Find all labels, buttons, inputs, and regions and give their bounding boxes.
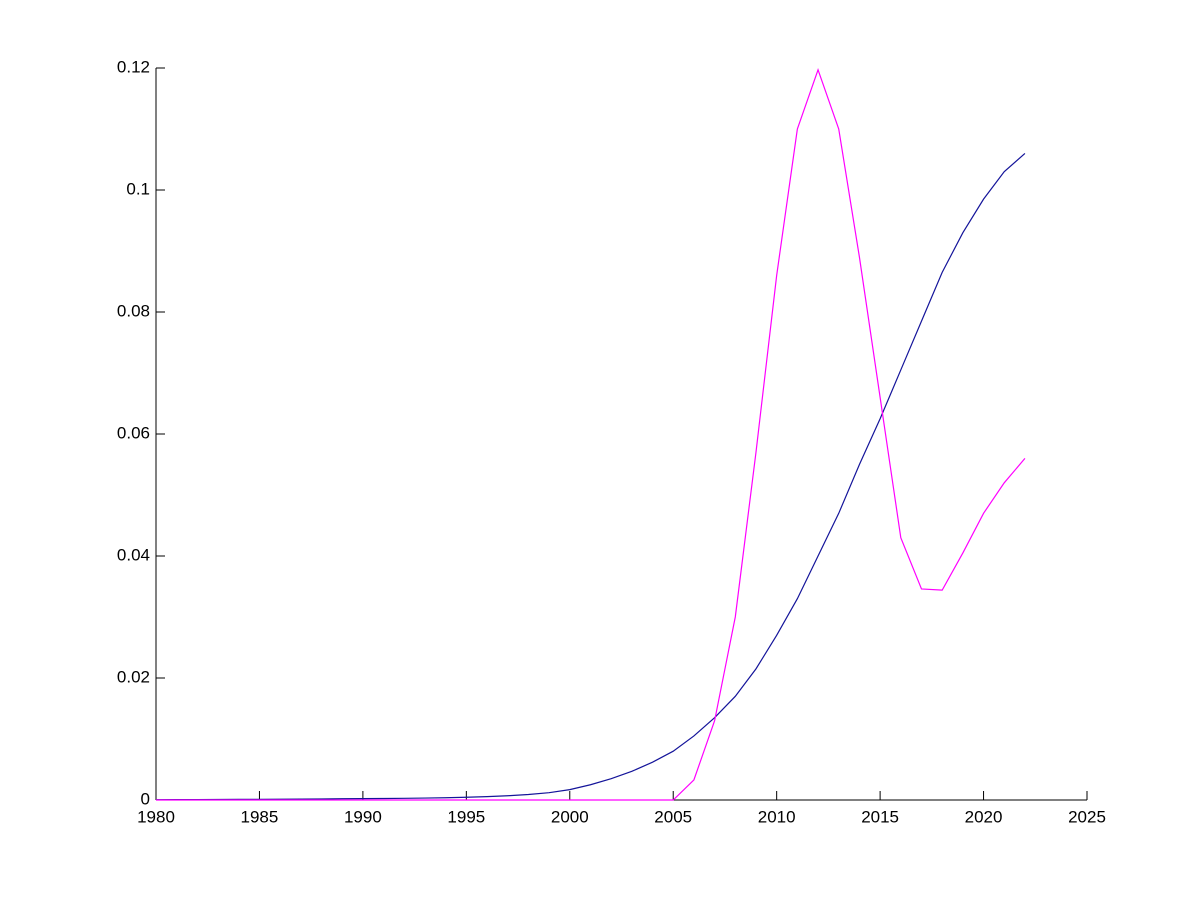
x-tick-label: 2025 (1068, 807, 1106, 826)
y-tick-label: 0.08 (117, 301, 150, 320)
x-tick-label: 1990 (344, 807, 382, 826)
x-tick-label: 1980 (137, 807, 175, 826)
data-line (155, 152, 1026, 801)
x-tick-label: 2000 (551, 807, 589, 826)
y-tick-label: 0.04 (117, 545, 150, 564)
y-tick-label: 0.02 (117, 667, 150, 686)
x-tick-label: 2010 (758, 807, 796, 826)
x-tick-label: 1995 (447, 807, 485, 826)
y-tick-label: 0.12 (117, 57, 150, 76)
y-tick-label: 0 (141, 789, 150, 808)
y-tick-label: 0.1 (126, 179, 150, 198)
data-line (156, 68, 1026, 801)
x-tick-label: 2005 (654, 807, 692, 826)
x-tick-label: 1985 (241, 807, 279, 826)
x-tick-label: 2015 (861, 807, 899, 826)
y-tick-label: 0.06 (117, 423, 150, 442)
x-tick-label: 2020 (965, 807, 1003, 826)
